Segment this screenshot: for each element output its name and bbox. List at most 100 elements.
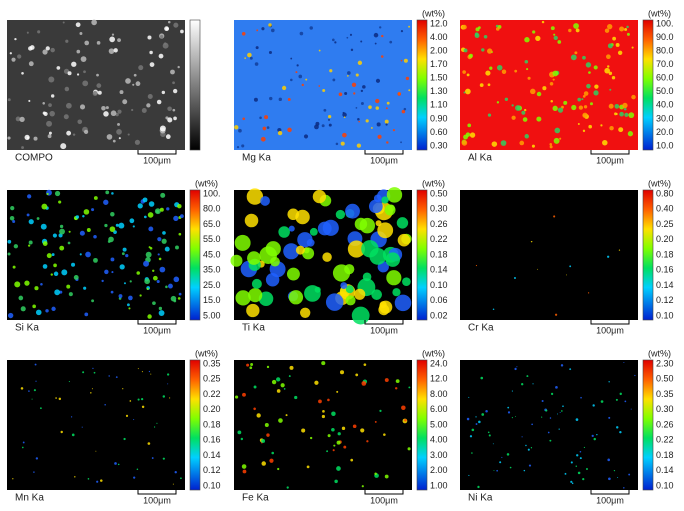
scale-bar: [364, 320, 404, 325]
texture-dot: [335, 142, 339, 146]
texture-dot: [604, 67, 610, 74]
texture-dot: [501, 69, 507, 74]
texture-dot: [492, 443, 494, 445]
texture-dot: [170, 295, 177, 302]
texture-dot: [577, 471, 581, 475]
texture-dot: [347, 75, 349, 77]
texture-dot: [36, 217, 40, 220]
texture-dot: [244, 213, 259, 228]
texture-dot: [384, 204, 396, 216]
texture-dot: [83, 286, 87, 290]
texture-dot: [287, 208, 299, 221]
texture-dot: [162, 231, 166, 235]
texture-dot: [340, 282, 348, 290]
texture-dot: [564, 472, 567, 475]
texture-dot: [322, 89, 326, 92]
texture-dot: [362, 85, 366, 89]
colorbar-tick-label: 1.30: [430, 86, 448, 96]
texture-dot: [157, 253, 160, 256]
texture-dot: [607, 255, 610, 258]
map-image: [7, 20, 185, 150]
texture-dot: [147, 35, 152, 40]
texture-dot: [167, 106, 172, 112]
texture-dot: [619, 392, 622, 396]
texture-dot: [496, 469, 498, 472]
texture-dot: [587, 292, 590, 294]
texture-dot: [48, 103, 52, 107]
colorbar: [642, 189, 654, 321]
texture-dot: [33, 389, 36, 392]
texture-dot: [347, 71, 351, 75]
texture-dot: [261, 461, 266, 466]
colorbar-tick-label: 8.00: [430, 389, 448, 399]
texture-dot: [240, 437, 244, 441]
texture-dot: [466, 73, 470, 77]
texture-dot: [83, 70, 86, 74]
texture-dot: [247, 52, 252, 58]
texture-dot: [553, 137, 560, 144]
colorbar-tick-label: 24.0: [430, 358, 448, 368]
texture-dot: [12, 478, 14, 480]
colorbar-tick-label: 5.00: [430, 419, 448, 429]
texture-dot: [161, 90, 166, 95]
colorbar-tick-label: 12.0: [430, 374, 448, 384]
map-panel: COMPO 100μm: [7, 19, 201, 165]
texture-dot: [81, 426, 83, 428]
texture-dot: [401, 405, 406, 411]
texture-dot: [588, 71, 591, 74]
scale-bar-label: 100μm: [143, 495, 171, 505]
texture-dot: [623, 107, 627, 111]
texture-dot: [114, 462, 117, 465]
texture-dot: [158, 310, 165, 316]
texture-dot: [59, 224, 64, 229]
texture-dot: [360, 101, 364, 105]
texture-dot: [21, 146, 24, 149]
colorbar-tick-label: 0.12: [203, 465, 221, 475]
texture-dot: [295, 71, 298, 74]
element-label: Ni Ka: [468, 493, 493, 504]
texture-dot: [360, 40, 363, 43]
colorbar-tick-label: 0.10: [656, 310, 674, 320]
texture-dot: [318, 49, 321, 52]
map-panel: (wt%)0.35 0.25 0.22 0.20 0.18 0.16 0.14 0.12 0.1…: [7, 348, 221, 505]
colorbar-tick-label: 0.30: [656, 404, 674, 414]
texture-dot: [541, 416, 543, 418]
texture-dot: [32, 304, 36, 309]
texture-dot: [619, 430, 622, 434]
texture-dot: [371, 289, 382, 300]
texture-dot: [177, 297, 181, 300]
texture-dot: [332, 78, 336, 82]
texture-dot: [617, 50, 623, 55]
texture-dot: [64, 86, 70, 92]
texture-dot: [515, 415, 516, 417]
texture-dot: [343, 445, 347, 449]
texture-dot: [230, 254, 243, 267]
colorbar-tick-label: 0.14: [656, 465, 674, 475]
texture-dot: [526, 68, 529, 71]
texture-dot: [353, 92, 356, 95]
texture-dot: [172, 81, 175, 85]
texture-dot: [129, 218, 135, 224]
texture-dot: [27, 244, 31, 247]
texture-dot: [627, 131, 634, 137]
texture-dot: [531, 144, 535, 148]
texture-dot: [489, 66, 493, 70]
texture-dot: [158, 257, 162, 261]
texture-dot: [147, 94, 153, 100]
texture-dot: [511, 104, 514, 107]
texture-dot: [115, 376, 118, 379]
texture-dot: [46, 120, 52, 127]
texture-dot: [332, 264, 351, 282]
colorbar-tick-label: 0.30: [430, 140, 448, 150]
map-panel: (wt%)100. 90.0 80.0 70.0 60.0 50.0 40.0 30.0 20.…: [460, 8, 674, 165]
texture-dot: [542, 86, 547, 91]
texture-dot: [173, 88, 178, 94]
texture-dot: [283, 388, 286, 390]
texture-dot: [347, 240, 365, 258]
texture-dot: [148, 370, 151, 373]
texture-dot: [355, 107, 358, 109]
texture-dot: [173, 116, 177, 121]
texture-dot: [507, 406, 510, 409]
texture-dot: [373, 32, 379, 38]
texture-dot: [236, 146, 240, 149]
